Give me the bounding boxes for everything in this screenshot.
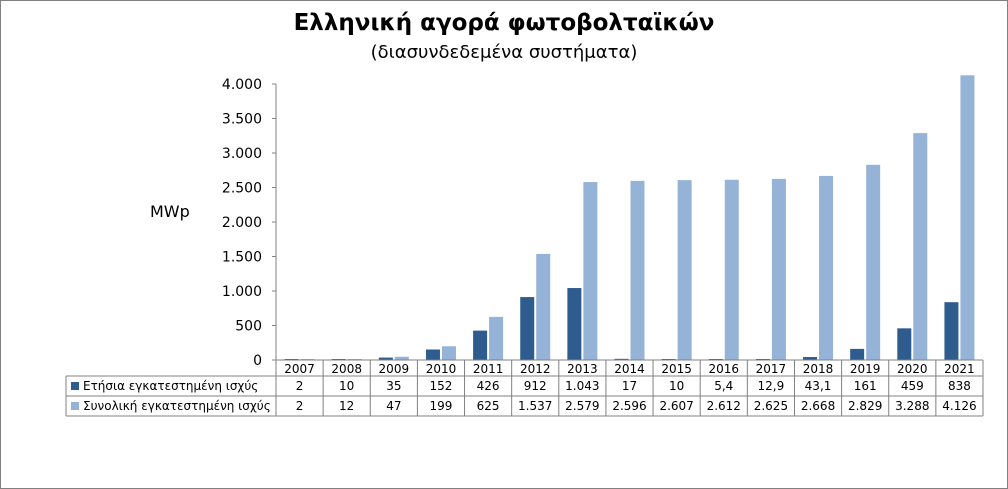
- data-label: 5,4: [714, 379, 733, 393]
- data-label: 17: [622, 379, 637, 393]
- bar-cumulative: [489, 316, 504, 360]
- bar-cumulative: [913, 133, 928, 360]
- bar-cumulative: [536, 253, 551, 360]
- x-tick-label: 2017: [756, 362, 787, 376]
- data-label: 2: [296, 379, 304, 393]
- y-tick-label: 1.000: [222, 284, 262, 300]
- x-tick-label: 2011: [473, 362, 504, 376]
- data-label: 838: [948, 379, 971, 393]
- y-tick-label: 1.500: [222, 250, 262, 266]
- data-label: 152: [430, 379, 453, 393]
- data-label: 161: [854, 379, 877, 393]
- bar-cumulative: [630, 180, 645, 360]
- x-tick-label: 2009: [379, 362, 410, 376]
- data-label: 12: [339, 399, 354, 413]
- data-label: 2.829: [848, 399, 882, 413]
- y-tick-label: 500: [235, 319, 262, 335]
- x-tick-label: 2007: [284, 362, 315, 376]
- data-label: 1.537: [518, 399, 552, 413]
- data-label: 35: [386, 379, 401, 393]
- data-label: 43,1: [805, 379, 832, 393]
- y-tick-label: 3.000: [222, 146, 262, 162]
- bar-annual: [614, 358, 629, 360]
- data-label: 426: [477, 379, 500, 393]
- data-label: 625: [477, 399, 500, 413]
- y-tick-label: 2.500: [222, 181, 262, 197]
- data-label: 2.668: [801, 399, 835, 413]
- bar-annual: [850, 348, 865, 360]
- data-label: 47: [386, 399, 401, 413]
- x-tick-label: 2012: [520, 362, 551, 376]
- bar-annual: [425, 349, 440, 360]
- bar-annual: [803, 357, 818, 360]
- bar-cumulative: [677, 180, 692, 360]
- bar-cumulative: [583, 182, 598, 360]
- data-label: 2: [296, 399, 304, 413]
- bar-annual: [378, 357, 393, 360]
- y-tick-label: 3.500: [222, 112, 262, 128]
- x-tick-label: 2013: [567, 362, 598, 376]
- data-label: 4.126: [942, 399, 976, 413]
- y-tick-label: 4.000: [222, 77, 262, 93]
- data-label: 2.612: [707, 399, 741, 413]
- bar-cumulative: [866, 164, 881, 360]
- data-label: 2.596: [612, 399, 646, 413]
- data-label: 3.288: [895, 399, 929, 413]
- data-label: 2.607: [659, 399, 693, 413]
- y-axis-label: MWp: [150, 202, 190, 221]
- bar-cumulative: [394, 356, 409, 360]
- chart-title: Ελληνική αγορά φωτοβολταϊκών: [293, 10, 715, 36]
- bar-cumulative: [771, 178, 786, 360]
- x-tick-label: 2010: [426, 362, 457, 376]
- data-label: 10: [669, 379, 684, 393]
- data-label: 1.043: [565, 379, 599, 393]
- chart-subtitle: (διασυνδεδεμένα συστήματα): [370, 42, 638, 63]
- legend-label: Συνολική εγκατεστημένη ισχύς: [83, 399, 271, 413]
- bar-cumulative: [819, 175, 834, 360]
- data-label: 2.625: [754, 399, 788, 413]
- y-tick-label: 0: [253, 353, 262, 369]
- data-label: 10: [339, 379, 354, 393]
- bar-annual: [567, 288, 582, 360]
- bar-cumulative: [441, 346, 456, 360]
- legend-swatch: [71, 382, 79, 390]
- data-label: 459: [901, 379, 924, 393]
- x-tick-label: 2021: [944, 362, 975, 376]
- bar-annual: [520, 297, 535, 360]
- bar-cumulative: [724, 179, 739, 360]
- x-tick-label: 2008: [331, 362, 362, 376]
- x-tick-label: 2015: [661, 362, 692, 376]
- data-label: 12,9: [758, 379, 785, 393]
- data-label: 912: [524, 379, 547, 393]
- x-tick-label: 2018: [803, 362, 834, 376]
- bar-cumulative: [960, 75, 975, 360]
- bar-annual: [473, 330, 488, 360]
- legend-swatch: [71, 402, 79, 410]
- bar-annual: [944, 302, 959, 360]
- x-tick-label: 2019: [850, 362, 881, 376]
- data-label: 2.579: [565, 399, 599, 413]
- bar-annual: [897, 328, 912, 360]
- x-tick-label: 2020: [897, 362, 928, 376]
- legend-label: Ετήσια εγκατεστημένη ισχύς: [83, 379, 258, 393]
- x-tick-label: 2014: [614, 362, 645, 376]
- data-label: 199: [430, 399, 453, 413]
- x-tick-label: 2016: [708, 362, 739, 376]
- y-tick-label: 2.000: [222, 215, 262, 231]
